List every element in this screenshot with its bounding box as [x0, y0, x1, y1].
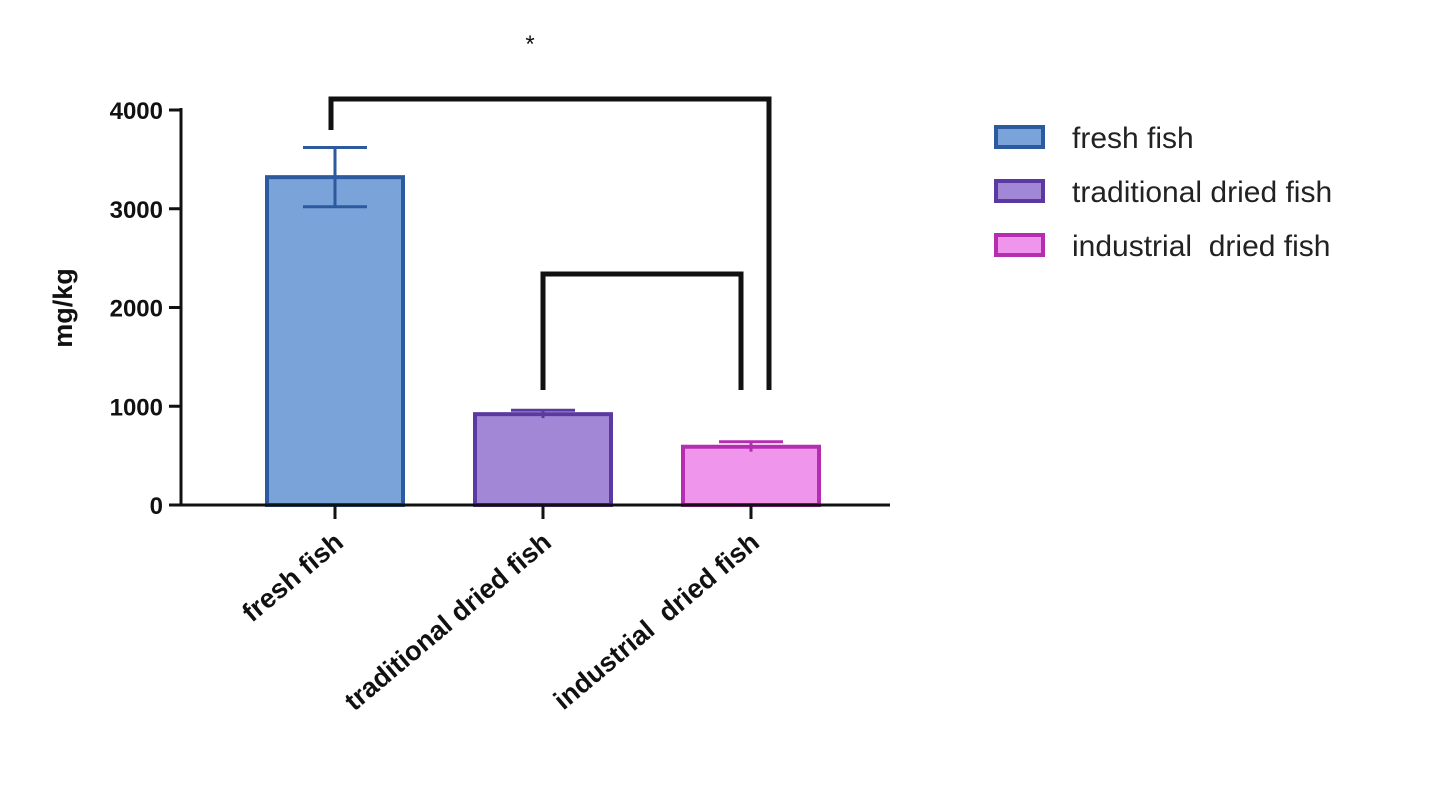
y-tick-label: 0 [150, 493, 163, 520]
legend-swatch [994, 233, 1045, 257]
significance-bracket [328, 96, 772, 390]
bar [681, 444, 821, 507]
y-tick-label: 4000 [110, 98, 163, 125]
x-tick-label: traditional dried fish [339, 527, 557, 717]
legend-label: fresh fish [1072, 122, 1194, 155]
legend-label: industrial dried fish [1072, 230, 1330, 263]
x-tick-label: fresh fish [236, 527, 348, 628]
significance-label: * [525, 31, 534, 58]
legend-label: traditional dried fish [1072, 176, 1332, 209]
legend-swatch [994, 179, 1045, 203]
legend-swatch [994, 125, 1045, 149]
y-tick-label: 3000 [110, 197, 163, 224]
y-axis-title: mg/kg [48, 268, 78, 348]
x-tick-label: industrial dried fish [548, 527, 765, 716]
bar [473, 412, 613, 507]
legend: fresh fish traditional dried fish industri… [994, 122, 1332, 263]
significance-bracket [540, 271, 744, 390]
y-tick-label: 1000 [110, 394, 163, 421]
bar [265, 175, 405, 507]
y-tick-label: 2000 [110, 296, 163, 323]
